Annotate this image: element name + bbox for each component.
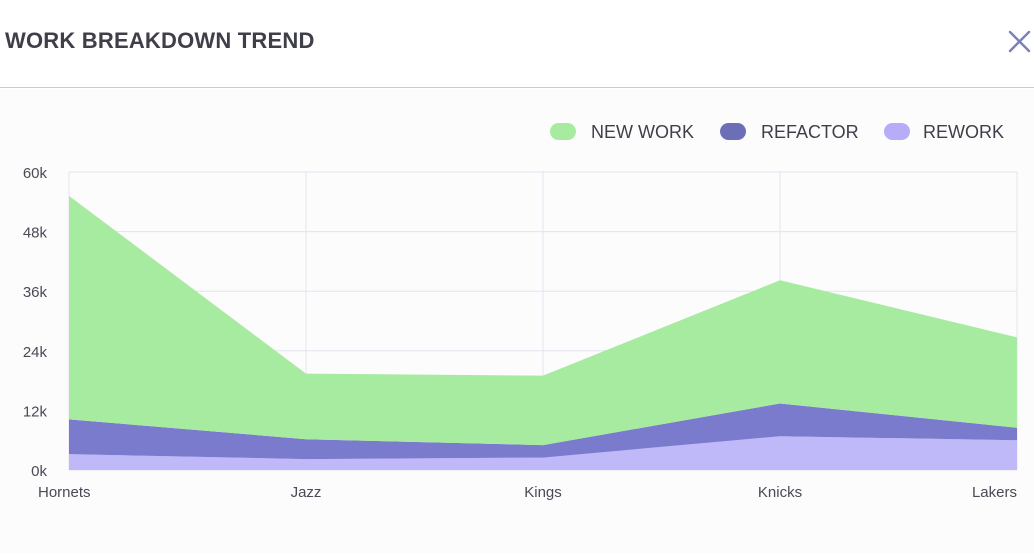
legend: NEW WORK REFACTOR REWORK (550, 122, 1004, 142)
x-tick-label: Kings (524, 484, 562, 501)
legend-label: REWORK (923, 122, 1004, 142)
area-series-new-work (69, 195, 1017, 446)
y-tick-label: 0k (31, 463, 47, 480)
y-axis: 0k 12k 24k 36k 48k 60k (23, 165, 48, 480)
legend-item: NEW WORK (550, 122, 694, 142)
close-icon (1008, 30, 1031, 53)
work-breakdown-chart: 0k 12k 24k 36k 48k 60k Hornets Jazz Kings Knicks… (23, 122, 1018, 501)
y-tick-label: 48k (23, 225, 48, 242)
legend-item: REFACTOR (720, 122, 859, 142)
legend-swatch (550, 123, 576, 140)
x-tick-label: Knicks (758, 484, 802, 501)
close-button[interactable] (1002, 26, 1034, 60)
legend-item: REWORK (884, 122, 1004, 142)
x-tick-label: Hornets (38, 484, 91, 501)
x-tick-label: Jazz (291, 484, 322, 501)
area-series-rework (69, 436, 1017, 470)
dialog-header: WORK BREAKDOWN TREND (0, 0, 1034, 88)
x-tick-label: Lakers (972, 484, 1017, 501)
area-series-refactor (69, 403, 1017, 460)
chart-panel: 0k 12k 24k 36k 48k 60k Hornets Jazz Kings Knicks… (0, 89, 1034, 553)
legend-label: NEW WORK (591, 122, 694, 142)
y-tick-label: 12k (23, 403, 48, 420)
y-tick-label: 36k (23, 284, 48, 301)
page-title: WORK BREAKDOWN TREND (5, 28, 315, 53)
legend-swatch (884, 123, 910, 140)
legend-label: REFACTOR (761, 122, 859, 142)
areas (69, 195, 1017, 470)
legend-swatch (720, 123, 746, 140)
y-tick-label: 60k (23, 165, 48, 182)
y-tick-label: 24k (23, 344, 48, 361)
x-axis: Hornets Jazz Kings Knicks Lakers (38, 484, 1017, 501)
